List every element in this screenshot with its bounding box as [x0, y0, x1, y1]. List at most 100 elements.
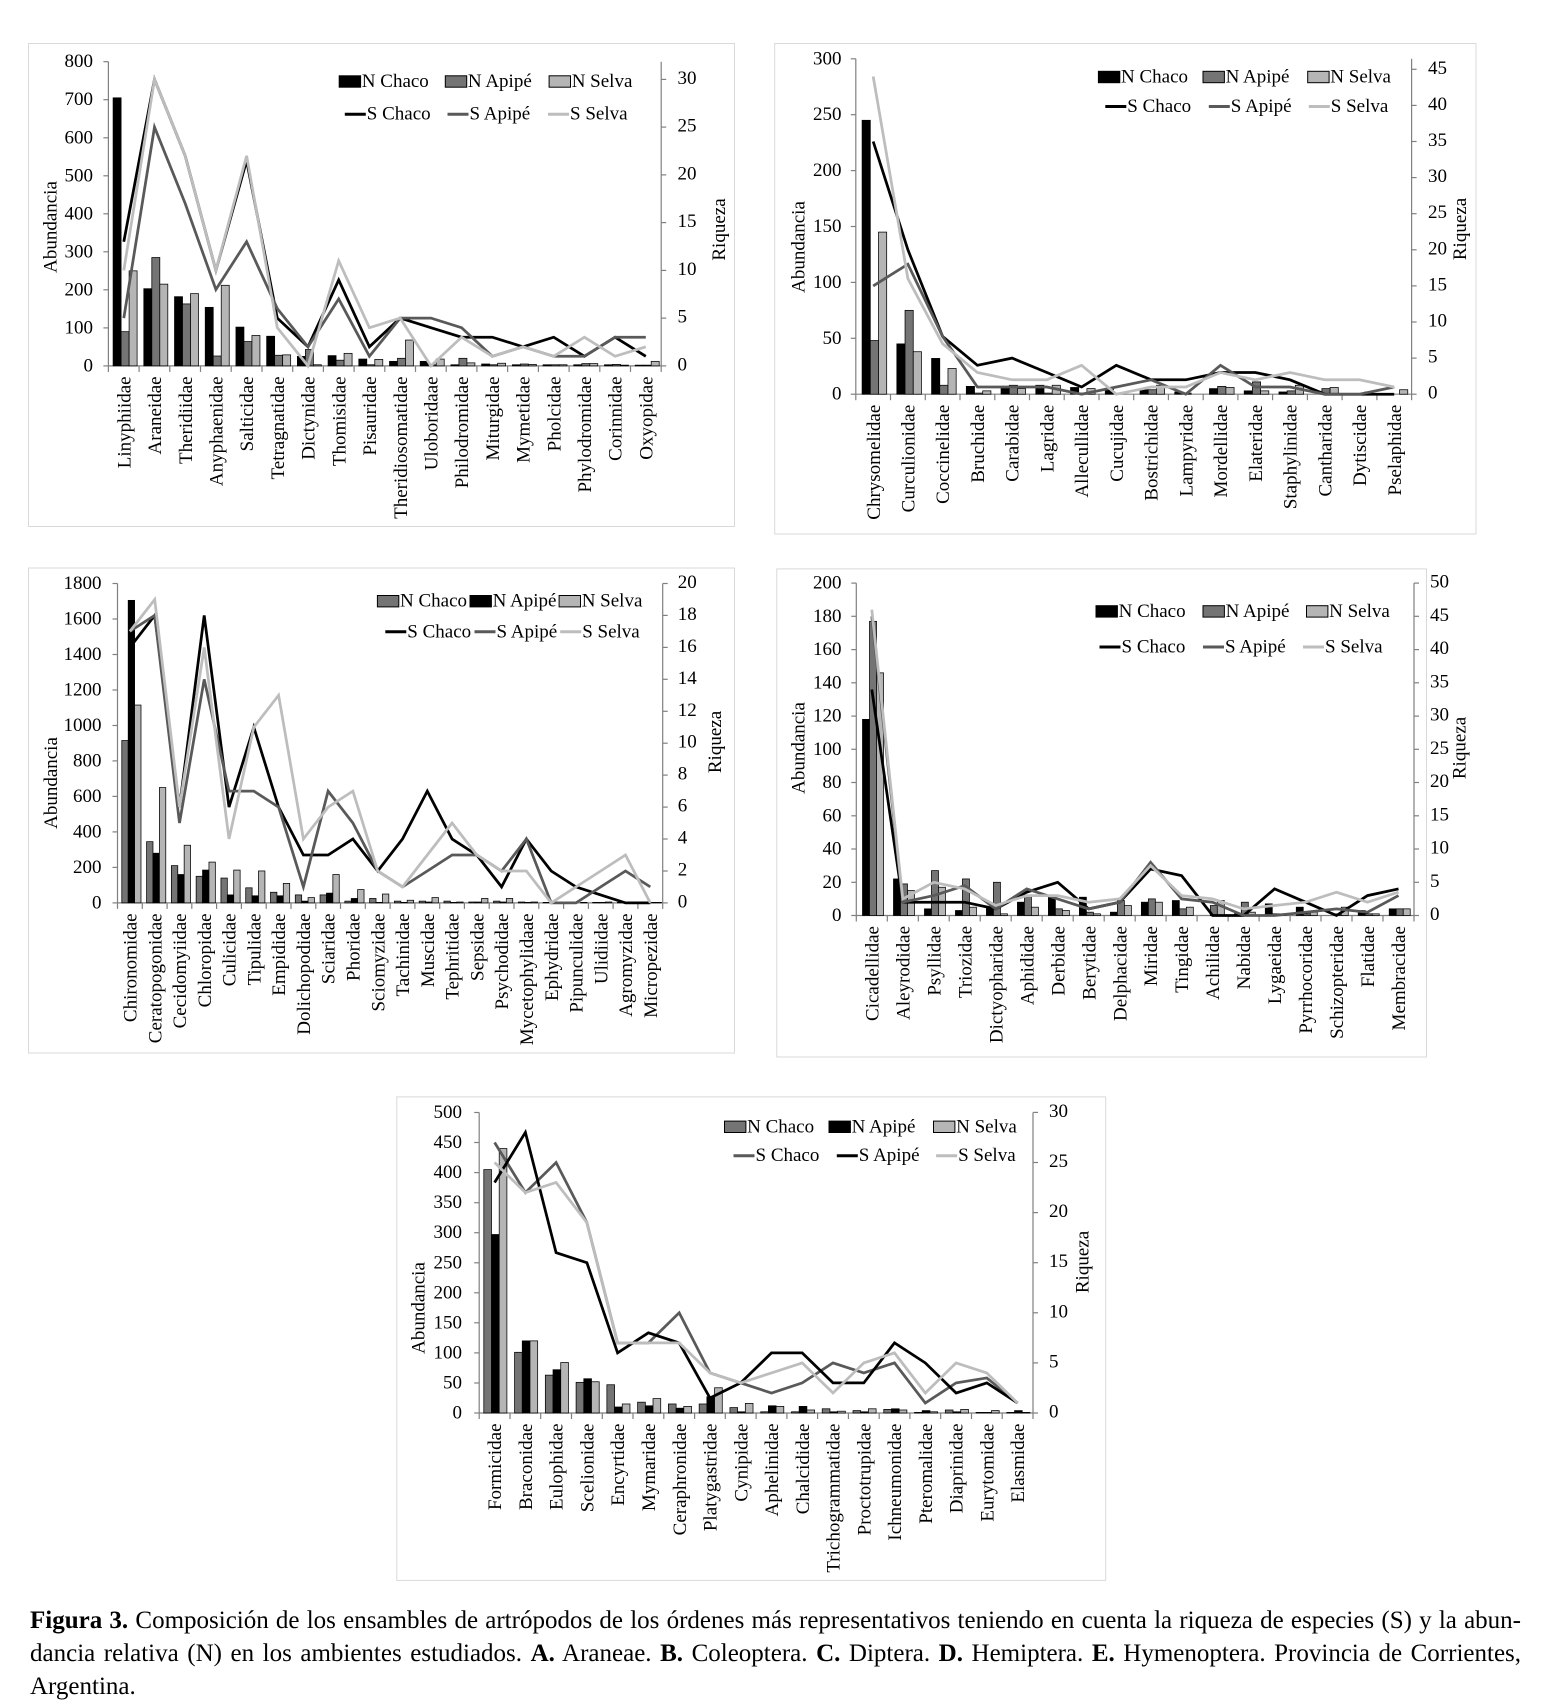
svg-text:Berytidae: Berytidae: [1079, 926, 1100, 1000]
svg-text:Elasmidae: Elasmidae: [1008, 1424, 1029, 1503]
svg-text:5: 5: [1430, 871, 1440, 892]
svg-text:40: 40: [1430, 638, 1449, 659]
svg-text:25: 25: [1049, 1151, 1068, 1172]
svg-text:N Selva: N Selva: [1329, 601, 1390, 622]
svg-text:Cynipidae: Cynipidae: [731, 1424, 752, 1502]
svg-text:Diaprinidae: Diaprinidae: [947, 1424, 968, 1514]
svg-text:S Selva: S Selva: [1325, 637, 1383, 658]
svg-text:Staphylinidae: Staphylinidae: [1281, 405, 1302, 509]
svg-text:1000: 1000: [64, 715, 102, 736]
svg-text:Araneidae: Araneidae: [145, 376, 166, 454]
svg-text:Lygaeidae: Lygaeidae: [1265, 926, 1286, 1004]
svg-text:0: 0: [1049, 1402, 1059, 1423]
svg-text:Abundancia: Abundancia: [40, 181, 61, 273]
svg-text:Dictyopharidae: Dictyopharidae: [986, 926, 1007, 1043]
svg-text:Coccinelidae: Coccinelidae: [933, 405, 954, 504]
svg-text:15: 15: [678, 211, 697, 232]
svg-text:20: 20: [1049, 1201, 1068, 1222]
svg-text:Ceraphronidae: Ceraphronidae: [670, 1424, 691, 1536]
svg-text:N Apipé: N Apipé: [1226, 67, 1290, 88]
svg-text:Cantharidae: Cantharidae: [1315, 405, 1336, 497]
svg-text:Culicidae: Culicidae: [220, 913, 241, 986]
svg-text:30: 30: [1428, 166, 1447, 187]
svg-text:Pipunculidae: Pipunculidae: [567, 913, 588, 1012]
svg-text:Thomisidae: Thomisidae: [329, 376, 350, 466]
svg-text:Triozidae: Triozidae: [955, 926, 976, 998]
svg-text:0: 0: [678, 354, 688, 375]
svg-text:Aphelinidae: Aphelinidae: [762, 1424, 783, 1517]
svg-text:N Apipé: N Apipé: [852, 1116, 916, 1137]
svg-text:6: 6: [678, 796, 688, 817]
svg-text:400: 400: [65, 203, 94, 224]
svg-text:S Apipé: S Apipé: [470, 104, 531, 125]
svg-text:Tephritidae: Tephritidae: [443, 913, 464, 999]
svg-text:20: 20: [823, 872, 842, 893]
svg-text:Ichneumonidae: Ichneumonidae: [885, 1424, 906, 1541]
svg-text:60: 60: [823, 805, 842, 826]
svg-text:S Selva: S Selva: [582, 621, 640, 642]
svg-text:0: 0: [678, 891, 688, 912]
svg-text:800: 800: [65, 51, 94, 72]
svg-text:Sciaridae: Sciaridae: [319, 913, 340, 984]
svg-text:Platygastridae: Platygastridae: [701, 1424, 722, 1532]
svg-text:100: 100: [813, 739, 842, 760]
svg-text:150: 150: [813, 216, 842, 237]
svg-text:15: 15: [1049, 1251, 1068, 1272]
svg-text:Dytiscidae: Dytiscidae: [1350, 405, 1371, 486]
svg-text:40: 40: [823, 839, 842, 860]
svg-text:18: 18: [678, 604, 697, 625]
svg-text:N Chaco: N Chaco: [747, 1116, 814, 1137]
svg-text:Chironomidae: Chironomidae: [121, 913, 142, 1022]
svg-text:5: 5: [678, 307, 688, 328]
svg-text:2: 2: [678, 860, 688, 881]
svg-text:S Selva: S Selva: [570, 104, 628, 125]
svg-text:0: 0: [832, 905, 842, 926]
svg-text:600: 600: [73, 786, 102, 807]
svg-text:Agromyzidae: Agromyzidae: [616, 913, 637, 1016]
svg-text:Ulidiidae: Ulidiidae: [591, 913, 612, 984]
svg-text:Bruchidae: Bruchidae: [968, 405, 989, 483]
svg-text:0: 0: [1428, 383, 1438, 404]
svg-text:Encyrtidae: Encyrtidae: [608, 1424, 629, 1506]
svg-text:Derbidae: Derbidae: [1048, 926, 1069, 996]
svg-text:S Selva: S Selva: [958, 1145, 1016, 1166]
svg-text:S Chaco: S Chaco: [1122, 637, 1186, 658]
svg-text:Riqueza: Riqueza: [1450, 197, 1471, 260]
svg-text:Braconidae: Braconidae: [516, 1424, 537, 1511]
svg-text:350: 350: [434, 1192, 463, 1213]
svg-text:100: 100: [65, 317, 94, 338]
svg-text:Psyllidae: Psyllidae: [924, 926, 945, 996]
svg-text:800: 800: [73, 750, 102, 771]
svg-text:Sciomyzidae: Sciomyzidae: [368, 913, 389, 1011]
svg-text:Delphacidae: Delphacidae: [1110, 926, 1131, 1021]
svg-text:30: 30: [1430, 705, 1449, 726]
svg-text:1400: 1400: [64, 644, 102, 665]
svg-text:12: 12: [678, 700, 697, 721]
svg-text:10: 10: [678, 259, 697, 280]
svg-text:Tetragnatidae: Tetragnatidae: [268, 376, 289, 479]
svg-text:300: 300: [813, 48, 842, 69]
svg-text:Miridae: Miridae: [1141, 926, 1162, 986]
svg-text:14: 14: [678, 668, 698, 689]
svg-text:Chloropidae: Chloropidae: [195, 913, 216, 1007]
svg-text:40: 40: [1428, 94, 1447, 115]
svg-text:20: 20: [678, 572, 697, 593]
svg-text:Pisauridae: Pisauridae: [360, 376, 381, 455]
svg-text:200: 200: [813, 160, 842, 181]
svg-text:160: 160: [813, 639, 842, 660]
svg-text:200: 200: [434, 1282, 463, 1303]
svg-text:0: 0: [832, 384, 842, 405]
svg-text:Mordellidae: Mordellidae: [1211, 405, 1232, 498]
svg-text:Uloboridaae: Uloboridaae: [422, 376, 443, 470]
svg-text:10: 10: [1428, 311, 1447, 332]
svg-text:Pselaphidae: Pselaphidae: [1385, 405, 1406, 496]
svg-text:Formicidae: Formicidae: [485, 1424, 506, 1511]
svg-text:8: 8: [678, 764, 688, 785]
svg-text:400: 400: [73, 821, 102, 842]
svg-text:Tipulidae: Tipulidae: [244, 913, 265, 985]
svg-text:Pteromalidae: Pteromalidae: [916, 1424, 937, 1524]
svg-text:45: 45: [1430, 605, 1449, 626]
svg-text:Allecullidae: Allecullidae: [1072, 405, 1093, 498]
svg-text:500: 500: [65, 165, 94, 186]
svg-text:Proctotrupidae: Proctotrupidae: [854, 1424, 875, 1536]
